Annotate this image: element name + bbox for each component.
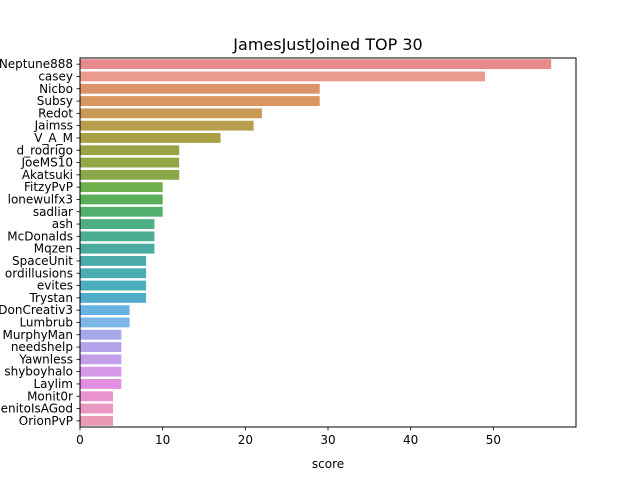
y-tick-label: Trystan (28, 291, 73, 305)
x-axis-label: score (312, 457, 344, 471)
bar-MurphyMan (80, 329, 122, 340)
bar-sadliar (80, 206, 163, 217)
bar-ash (80, 219, 155, 229)
x-tick-label: 30 (320, 433, 335, 447)
bar-OrionPvP (80, 415, 114, 426)
bar-Lumbrub (80, 317, 130, 328)
bar-Monit0r (80, 391, 114, 402)
bar-ordillusions (80, 268, 147, 279)
y-tick-label: Nicbo (39, 82, 73, 96)
y-tick-label: Monit0r (27, 389, 73, 403)
bar-Akatsuki (80, 169, 180, 180)
y-tick-label: Subsy (37, 94, 73, 108)
y-tick-label: lonewulfx3 (8, 192, 73, 206)
bar-BenitoIsAGod (80, 403, 114, 414)
bar-V_A_M (80, 133, 221, 143)
y-tick-label: needshelp (11, 340, 73, 354)
y-tick-label: casey (38, 69, 73, 83)
y-tick-label: JoeMS10 (20, 156, 73, 170)
bar-shyboyhalo (80, 366, 122, 377)
x-tick-label: 10 (155, 433, 170, 447)
bar-JoeMS10 (80, 157, 180, 168)
y-tick-label: DonCreativ3 (0, 303, 73, 317)
bar-Redot (80, 108, 262, 119)
y-tick-label: MurphyMan (2, 328, 73, 342)
bar-needshelp (80, 342, 122, 352)
y-tick-label: Neptune888 (0, 57, 73, 71)
y-tick-label: FitzyPvP (24, 180, 73, 194)
bar-Laylim (80, 379, 122, 389)
bar-SpaceUnit (80, 256, 147, 266)
bar-Trystan (80, 292, 147, 303)
bar-DonCreativ3 (80, 305, 130, 316)
bar-d_rodrigo (80, 145, 180, 156)
bar-evites (80, 280, 147, 291)
bar-casey (80, 71, 486, 82)
x-ticks: 0 10 20 30 40 50 (76, 427, 501, 447)
y-tick-label: Jaimss (34, 119, 73, 133)
y-tick-label: sadliar (33, 205, 73, 219)
bar-McDonalds (80, 231, 155, 242)
y-tick-label: Laylim (34, 377, 74, 391)
chart-title: JamesJustJoined TOP 30 (232, 35, 422, 54)
y-tick-label: Mqzen (34, 242, 73, 256)
x-tick-label: 20 (238, 433, 253, 447)
y-tick-label: Akatsuki (22, 168, 73, 182)
y-tick-label: BenitoIsAGod (0, 402, 73, 416)
y-tick-label: ordillusions (5, 266, 73, 280)
y-tick-label: V_A_M (34, 131, 73, 145)
y-tick-label: OrionPvP (19, 414, 73, 428)
y-tick-labels: Neptune888caseyNicboSubsyRedotJaimssV_A_… (0, 57, 80, 428)
bar-lonewulfx3 (80, 194, 163, 205)
bar-FitzyPvP (80, 182, 163, 193)
bar-Mqzen (80, 243, 155, 254)
bar-Nicbo (80, 83, 320, 94)
bar-Neptune888 (80, 59, 552, 70)
y-tick-label: d_rodrigo (17, 143, 73, 157)
y-tick-label: ash (52, 217, 73, 231)
y-tick-label: evites (37, 279, 73, 293)
x-tick-label: 40 (403, 433, 418, 447)
bar-Yawnless (80, 354, 122, 365)
bar-Jaimss (80, 120, 254, 131)
plot-frame (79, 57, 577, 428)
x-tick-label: 50 (486, 433, 501, 447)
y-tick-label: Lumbrub (19, 315, 73, 329)
y-tick-label: Yawnless (18, 352, 73, 366)
x-tick-label: 0 (76, 433, 84, 447)
bar-group (80, 59, 552, 426)
y-tick-label: Redot (38, 106, 73, 120)
y-tick-label: shyboyhalo (4, 365, 73, 379)
y-tick-label: McDonalds (7, 229, 73, 243)
bar-Subsy (80, 96, 320, 106)
y-tick-label: SpaceUnit (12, 254, 73, 268)
